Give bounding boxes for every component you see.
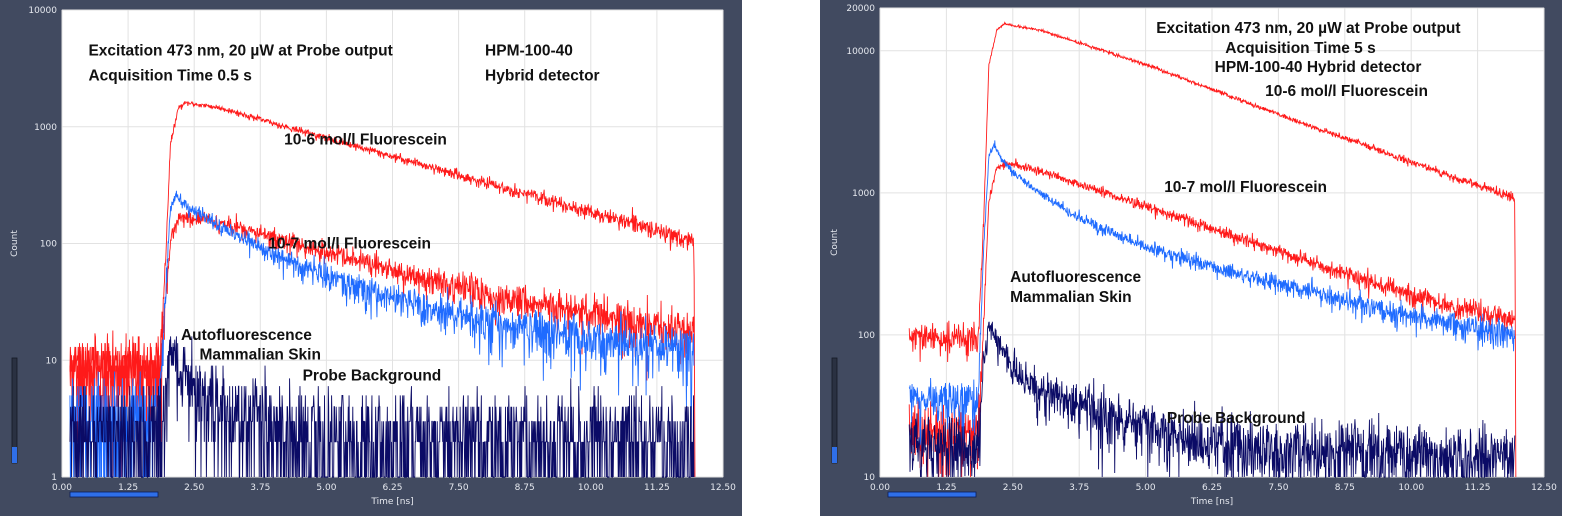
annotation: 10-6 mol/l Fluorescein [284, 131, 447, 148]
y-tick-label: 10000 [28, 6, 57, 16]
x-tick-label: 12.50 [710, 483, 736, 493]
x-tick-label: 11.25 [1465, 483, 1491, 493]
annotation: HPM-100-40 Hybrid detector [1215, 59, 1422, 76]
x-tick-label: 6.25 [382, 483, 402, 493]
x-tick-label: 5.00 [1136, 483, 1156, 493]
x-tick-label: 7.50 [449, 483, 469, 493]
x-tick-label: 12.50 [1531, 483, 1557, 493]
annotation: Autofluorescence [181, 327, 312, 344]
x-tick-label: 0.00 [52, 483, 72, 493]
intensity-scale-fill [12, 447, 17, 463]
series-probe-background [69, 336, 695, 478]
x-tick-label: 8.75 [1335, 483, 1355, 493]
y-tick-label: 1 [51, 473, 57, 483]
annotation: Acquisition Time 0.5 s [88, 67, 251, 84]
annotation: Mammalian Skin [199, 347, 320, 364]
y-tick-label: 1000 [852, 189, 875, 199]
series-group [69, 101, 696, 478]
annotation: 10-7 mol/l Fluorescein [1164, 179, 1327, 196]
y-tick-label: 20000 [846, 4, 875, 14]
x-tick-label: 2.50 [1003, 483, 1023, 493]
y-tick-label: 1000 [34, 123, 57, 133]
x-tick-label: 0.00 [870, 483, 890, 493]
x-tick-label: 3.75 [250, 483, 270, 493]
y-axis-label: Count [830, 229, 840, 256]
series-probe-background [908, 321, 1516, 478]
series-autofluorescence-mammalian-skin [908, 140, 1516, 446]
intensity-scale-fill [832, 447, 837, 463]
series-10-7-mol-l-fluorescein [908, 158, 1516, 478]
series-10-7-mol-l-fluorescein [69, 210, 695, 478]
y-tick-label: 10 [46, 356, 58, 366]
series-autofluorescence-mammalian-skin [69, 190, 695, 478]
annotations: Excitation 473 nm, 20 µW at Probe output… [88, 42, 599, 384]
series-group [908, 21, 1517, 478]
x-axis-label: Time [ns] [1190, 497, 1233, 507]
y-tick-label: 10000 [846, 47, 875, 57]
x-tick-label: 10.00 [578, 483, 604, 493]
time-scrollbar[interactable] [887, 491, 977, 498]
annotation: Excitation 473 nm, 20 µW at Probe output [1156, 20, 1460, 37]
y-tick-label: 100 [858, 331, 875, 341]
chart-panel-left: 0.00 1.25 2.50 3.75 5.00 6.25 7.50 8.75 10.00 11.… [0, 0, 742, 516]
annotation: Excitation 473 nm, 20 µW at Probe output [88, 42, 392, 59]
time-scrollbar[interactable] [69, 491, 159, 498]
y-tick-labels: 1 10 100 1000 10000 [28, 6, 57, 483]
annotation: Autofluorescence [1010, 269, 1141, 286]
series-10-6-mol-l-fluorescein [69, 101, 696, 478]
annotation: Acquisition Time 5 s [1225, 40, 1375, 57]
annotation: Hybrid detector [485, 67, 600, 84]
annotations: Excitation 473 nm, 20 µW at Probe output… [1010, 20, 1460, 427]
annotation: Probe Background [1167, 410, 1306, 427]
chart-panel-right: 0.00 1.25 2.50 3.75 5.00 6.25 7.50 8.75 10.00 11.… [820, 0, 1562, 516]
chart-right: 0.00 1.25 2.50 3.75 5.00 6.25 7.50 8.75 10.00 11.… [830, 4, 1557, 507]
y-tick-label: 100 [40, 240, 57, 250]
x-tick-label: 1.25 [118, 483, 138, 493]
chart-left: 0.00 1.25 2.50 3.75 5.00 6.25 7.50 8.75 10.00 11.… [10, 6, 736, 507]
x-axis-label: Time [ns] [370, 497, 413, 507]
grid [879, 7, 1545, 478]
x-tick-labels: 0.00 1.25 2.50 3.75 5.00 6.25 7.50 8.75 10.00 11.… [870, 483, 1557, 493]
x-tick-labels: 0.00 1.25 2.50 3.75 5.00 6.25 7.50 8.75 10.00 11.… [52, 483, 736, 493]
annotation: Mammalian Skin [1010, 289, 1131, 306]
series-10-6-mol-l-fluorescein [908, 21, 1517, 478]
x-tick-label: 10.00 [1398, 483, 1424, 493]
x-tick-label: 2.50 [184, 483, 204, 493]
x-tick-label: 7.50 [1268, 483, 1288, 493]
x-tick-label: 5.00 [316, 483, 336, 493]
annotation: Probe Background [303, 368, 442, 385]
x-tick-label: 1.25 [936, 483, 956, 493]
annotation: HPM-100-40 [485, 42, 573, 59]
x-tick-label: 3.75 [1069, 483, 1089, 493]
y-tick-labels: 10 100 1000 10000 20000 [846, 4, 875, 483]
x-tick-label: 11.25 [644, 483, 670, 493]
y-axis-label: Count [10, 230, 20, 257]
x-tick-label: 6.25 [1202, 483, 1222, 493]
annotation: 10-7 mol/l Fluorescein [268, 236, 431, 253]
x-tick-label: 8.75 [515, 483, 535, 493]
annotation: 10-6 mol/l Fluorescein [1265, 83, 1428, 100]
y-tick-label: 10 [864, 473, 876, 483]
